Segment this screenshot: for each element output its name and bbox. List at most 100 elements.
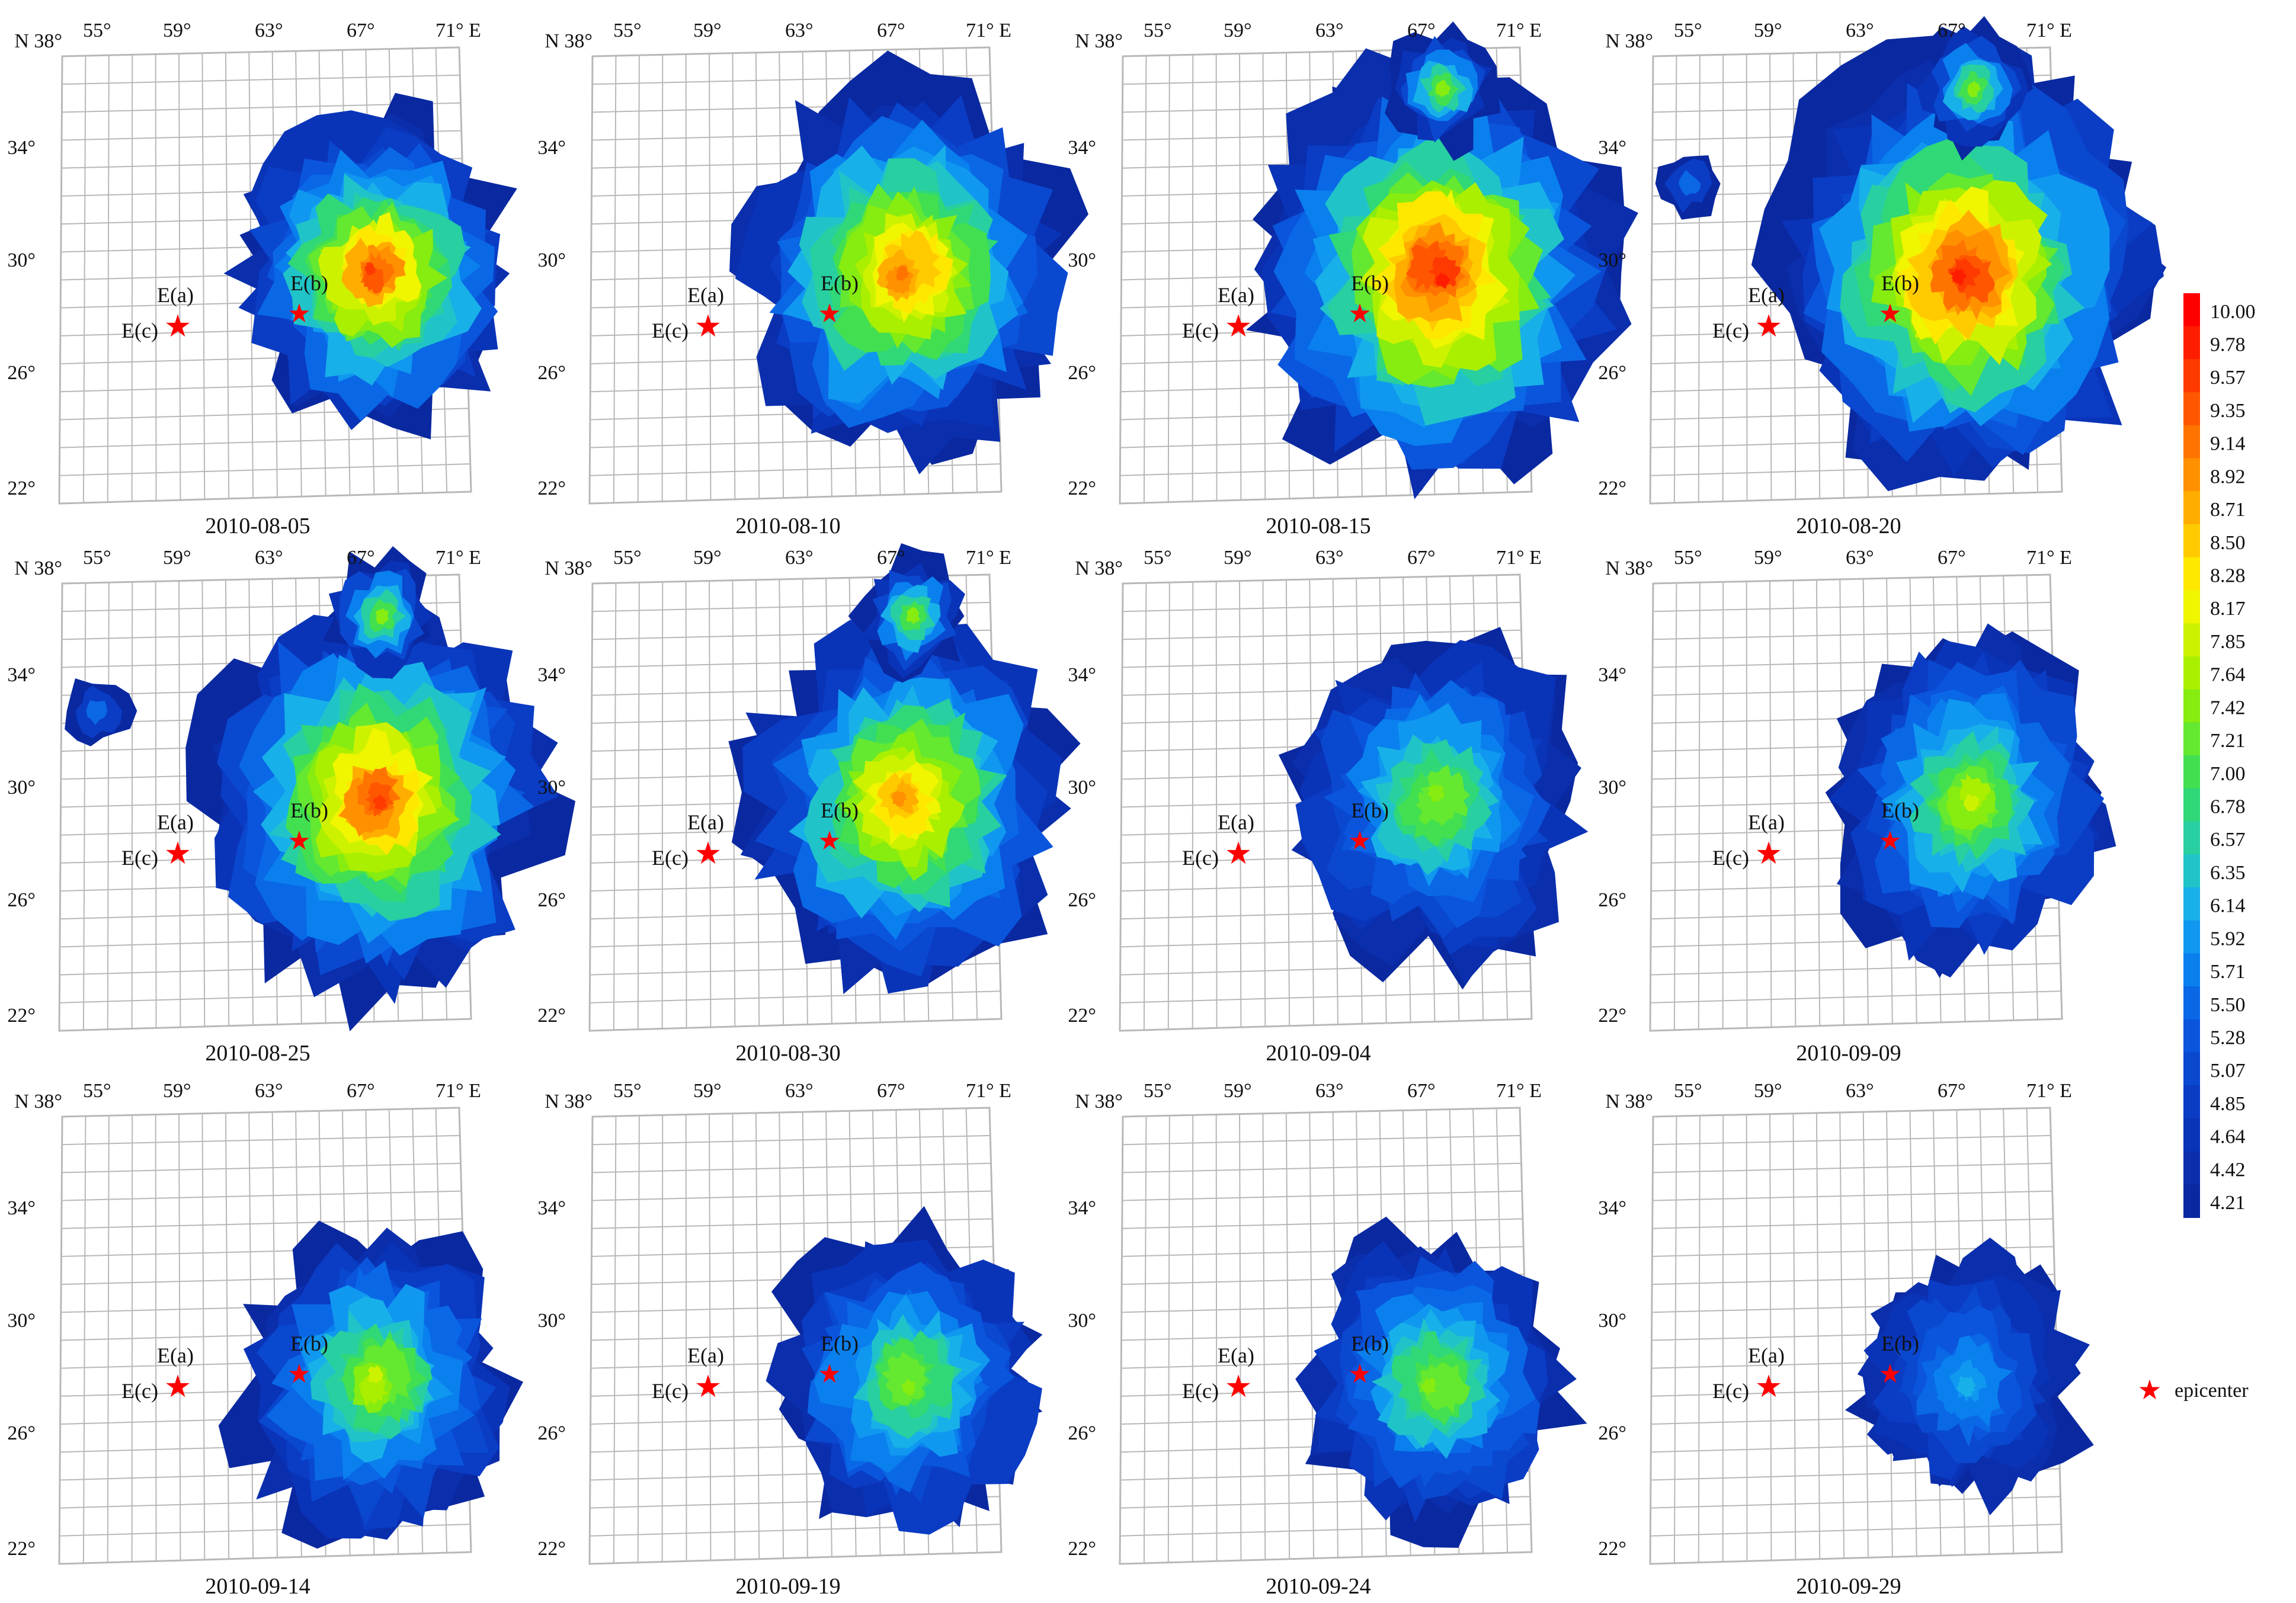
epicenter-label-b: E(b)	[1881, 1332, 1919, 1355]
epicenter-star-icon: ★	[1755, 837, 1783, 871]
colorbar-swatch	[2183, 1118, 2200, 1152]
epicenter-star-icon: ★	[287, 826, 310, 855]
epicenter-label-c: E(c)	[652, 1379, 689, 1403]
panel-date: 2010-09-19	[735, 1574, 840, 1599]
anomaly-field	[1825, 623, 2116, 978]
longitude-label: 67°	[1938, 547, 1966, 569]
panel-date: 2010-08-10	[735, 514, 840, 538]
epicenters: E(a)E(c) ★E(b)★	[1712, 1332, 1919, 1404]
epicenter-label-c: E(c)	[121, 846, 158, 870]
latitude-label: 26°	[1598, 362, 1626, 384]
colorbar-swatch	[2183, 293, 2200, 327]
map-panel: 59° 63° 67° 71° E55°N 38°34°30°26°22°E(a)E(…	[537, 543, 1081, 1066]
colorbar-swatch	[2183, 920, 2200, 954]
panel-date: 2010-08-15	[1266, 514, 1370, 538]
epicenter-star-icon: ★	[818, 826, 841, 855]
latitude-label: 34°	[7, 137, 36, 159]
latitude-label: 30°	[537, 777, 566, 799]
epicenter-star-icon: ★	[694, 837, 722, 871]
longitude-label: 59°	[1754, 20, 1782, 41]
colorbar-swatch	[2183, 1019, 2200, 1053]
longitude-label: 55°	[83, 20, 111, 41]
latitude-label: N 38°	[545, 557, 593, 579]
latitude-label: 34°	[1598, 664, 1626, 686]
epicenters: E(a)E(c) ★E(b)★	[652, 799, 859, 871]
latitude-label: 30°	[537, 1310, 566, 1332]
latitude-label: 34°	[1068, 664, 1096, 686]
colorbar-swatch	[2183, 689, 2200, 723]
colorbar-swatch	[2183, 557, 2200, 591]
latitude-label: N 38°	[1605, 30, 1653, 52]
epicenter-label-a: E(a)	[157, 810, 194, 834]
panel-date: 2010-09-04	[1266, 1041, 1370, 1066]
colorbar-swatch	[2183, 854, 2200, 888]
epicenter-star-icon: ★	[818, 1360, 841, 1389]
longitude-label: 67°	[877, 547, 905, 569]
longitude-label: 59°	[693, 1080, 722, 1102]
epicenter-star-icon: ★	[287, 299, 310, 328]
latitude-label: 22°	[1598, 1005, 1626, 1027]
anomaly-field	[65, 546, 576, 1031]
longitude-label: 63°	[785, 20, 814, 41]
colorbar-swatch	[2183, 755, 2200, 789]
latitude-label: 26°	[537, 889, 566, 911]
longitude-label: 55°	[613, 20, 642, 41]
epicenters: E(a)E(c) ★E(b)★	[121, 271, 328, 344]
latitude-label: 26°	[7, 362, 36, 384]
longitude-label: 63°	[785, 1080, 814, 1102]
longitude-label: 67°	[1407, 1080, 1436, 1102]
epicenter-label-b: E(b)	[1351, 271, 1389, 295]
map-panel: 59° 63° 67° 71° E55°N 38°34°30°26°22°E(a)E(…	[1598, 1080, 2094, 1599]
colorbar-swatch	[2183, 1052, 2200, 1086]
colorbar-tick-label: 6.35	[2210, 862, 2246, 884]
epicenters: E(a)E(c) ★E(b)★	[1712, 799, 1919, 871]
colorbar-tick-label: 5.28	[2210, 1027, 2246, 1049]
colorbar-tick-label: 8.28	[2210, 565, 2246, 587]
epicenter-star-icon: ★	[1878, 1360, 1901, 1389]
longitude-label: 55°	[1674, 1080, 1702, 1102]
longitude-label: 67°	[877, 20, 905, 41]
colorbar: 10.00 9.78 9.57 9.35 9.14 8.92 8.71 8.50 8.28 8.1…	[2183, 293, 2256, 1218]
latitude-label: 22°	[537, 1538, 566, 1560]
latitude-label: 30°	[537, 249, 566, 271]
latitude-label: 22°	[7, 1538, 36, 1560]
epicenter-label-c: E(c)	[652, 319, 689, 342]
panel-date: 2010-09-29	[1796, 1574, 1901, 1599]
epicenter-label-c: E(c)	[1182, 1379, 1219, 1403]
colorbar-tick-label: 9.14	[2210, 433, 2246, 455]
epicenter-label-a: E(a)	[1748, 283, 1785, 307]
latitude-label: N 38°	[1605, 1091, 1653, 1113]
longitude-label: 71° E	[1496, 547, 1542, 569]
map-panel: 59° 63° 67° 71° E55°N 38°34°30°26°22°E(a)E(…	[1068, 20, 1638, 538]
epicenter-star-icon: ★	[818, 299, 841, 328]
epicenter-star-icon: ★	[1755, 310, 1783, 344]
latitude-label: 30°	[1598, 1310, 1626, 1332]
epicenter-star-icon: ★	[1878, 826, 1901, 855]
longitude-label: 71° E	[966, 1080, 1011, 1102]
longitude-label: 59°	[1754, 547, 1782, 569]
latitude-label: 34°	[1598, 1197, 1626, 1219]
latitude-label: 26°	[1068, 362, 1096, 384]
longitude-label: 63°	[1315, 1080, 1344, 1102]
latitude-label: 26°	[537, 362, 566, 384]
epicenter-label-a: E(a)	[1748, 810, 1785, 834]
colorbar-swatch	[2183, 986, 2200, 1020]
colorbar-tick-label: 10.00	[2210, 301, 2256, 323]
longitude-label: 71° E	[435, 1080, 481, 1102]
map-panel: 59° 63° 67° 71° E55°N 38°34°30°26°22°E(a)E(…	[1068, 1080, 1587, 1599]
latitude-label: N 38°	[545, 1091, 593, 1113]
latitude-label: 34°	[7, 664, 36, 686]
latitude-label: 22°	[1068, 477, 1096, 499]
epicenter-label-c: E(c)	[1712, 319, 1749, 342]
latitude-label: 22°	[7, 477, 36, 499]
epicenter-label-b: E(b)	[290, 799, 328, 822]
colorbar-swatch	[2183, 458, 2200, 492]
epicenter-label-b: E(b)	[290, 1332, 328, 1355]
longitude-label: 55°	[83, 1080, 111, 1102]
epicenter-label-c: E(c)	[1712, 846, 1749, 870]
colorbar-tick-label: 6.57	[2210, 829, 2246, 851]
colorbar-tick-label: 8.71	[2210, 499, 2246, 521]
colorbar-swatch	[2183, 788, 2200, 822]
longitude-label: 71° E	[2026, 547, 2072, 569]
colorbar-tick-label: 4.64	[2210, 1126, 2246, 1148]
